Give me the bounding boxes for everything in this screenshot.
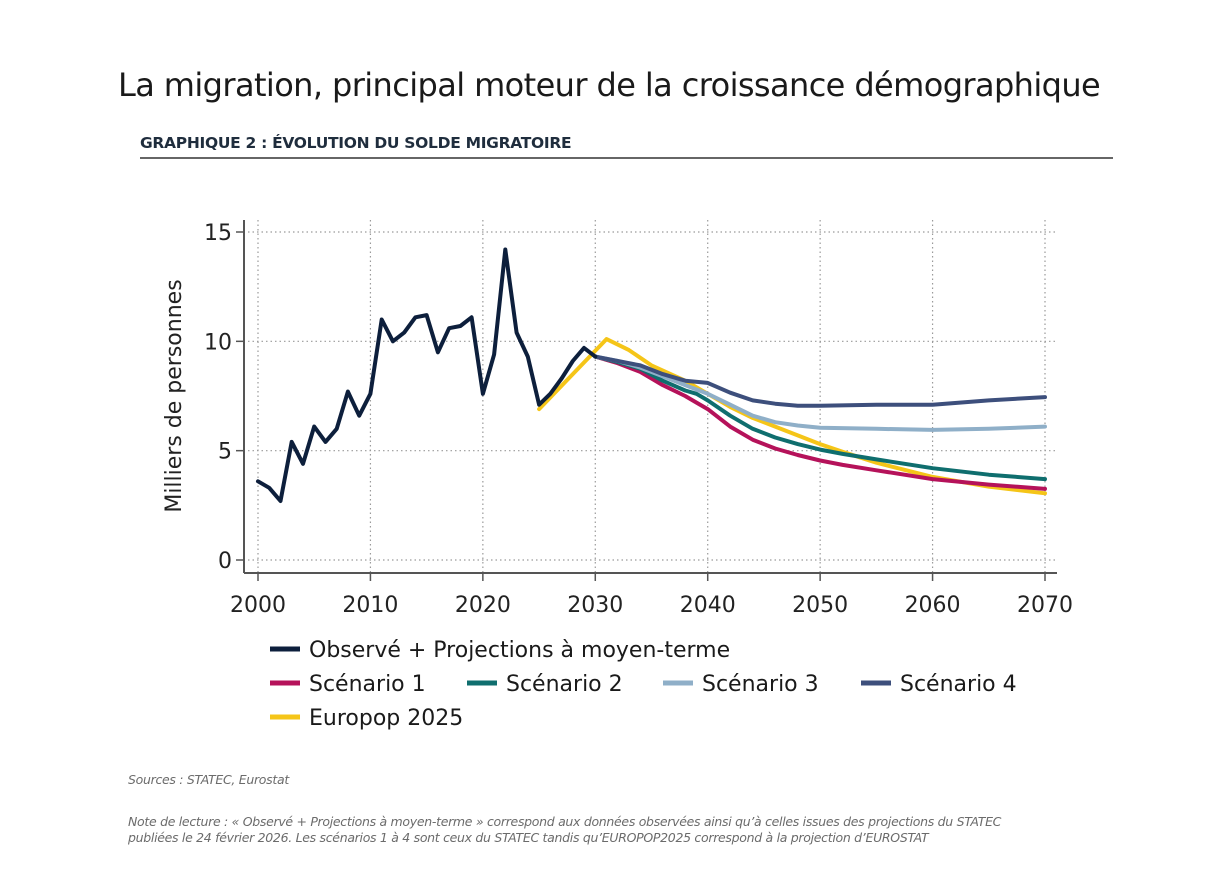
axes: 0 5 10 15 2000 2010 2020 2030 2040 2050 2060 2070 Mi… <box>162 220 1073 618</box>
x-tick-label: 2040 <box>680 593 736 618</box>
legend-label: Scénario 2 <box>506 672 623 697</box>
line-chart: 0 5 10 15 2000 2010 2020 2030 2040 2050 2060 2070 Mi… <box>162 220 1073 731</box>
y-tick-label: 15 <box>204 221 232 246</box>
legend-item: Scénario 1 <box>270 672 426 697</box>
series-line-3 <box>593 354 1047 432</box>
y-tick-label: 10 <box>204 330 232 355</box>
series-line-2 <box>593 354 1047 482</box>
title-divider <box>140 157 1113 159</box>
series-line-1 <box>593 354 1047 491</box>
sources-note: Sources : STATEC, Eurostat <box>128 772 289 787</box>
x-tick-label: 2000 <box>230 593 286 618</box>
x-tick-label: 2070 <box>1017 593 1073 618</box>
legend-label: Scénario 4 <box>900 672 1017 697</box>
y-tick-label: 0 <box>218 549 232 574</box>
legend-item: Scénario 3 <box>663 672 819 697</box>
x-tick-label: 2060 <box>905 593 961 618</box>
reading-note-line-2: publiées le 24 février 2026. Les scénari… <box>128 830 929 845</box>
legend-label: Scénario 1 <box>309 672 426 697</box>
legend-item: Scénario 2 <box>467 672 623 697</box>
reading-note: Note de lecture : « Observé + Projection… <box>128 814 1068 846</box>
legend-item: Europop 2025 <box>270 706 463 731</box>
legend-item: Scénario 4 <box>861 672 1017 697</box>
legend-label: Scénario 3 <box>702 672 819 697</box>
series-line-5 <box>537 337 1047 496</box>
legend-label: Europop 2025 <box>309 706 463 731</box>
x-tick-label: 2050 <box>792 593 848 618</box>
legend-item: Observé + Projections à moyen-terme <box>270 638 730 663</box>
chart-subtitle: GRAPHIQUE 2 : ÉVOLUTION DU SOLDE MIGRATO… <box>140 134 572 152</box>
x-tick-label: 2030 <box>567 593 623 618</box>
x-tick-label: 2010 <box>342 593 398 618</box>
y-axis-title: Milliers de personnes <box>162 279 187 512</box>
series-lines <box>256 247 1047 503</box>
x-tick-label: 2020 <box>455 593 511 618</box>
y-tick-label: 5 <box>218 440 232 465</box>
legend: Observé + Projections à moyen-terme Scéna… <box>270 638 1017 731</box>
reading-note-line-1: Note de lecture : « Observé + Projection… <box>128 814 1002 829</box>
series-line-4 <box>593 354 1047 408</box>
legend-label: Observé + Projections à moyen-terme <box>309 638 730 663</box>
series-line-0 <box>256 247 598 503</box>
page-title: La migration, principal moteur de la cro… <box>118 66 1101 104</box>
